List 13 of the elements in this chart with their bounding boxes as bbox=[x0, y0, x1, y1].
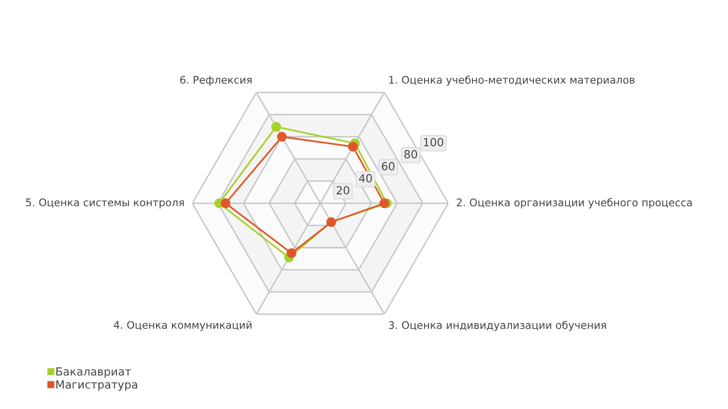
spoke-label: 3. Оценка индивидуализации обучения bbox=[388, 320, 606, 332]
spoke-label: 1. Оценка учебно-методических материалов bbox=[389, 75, 635, 86]
spoke-label: 5. Оценка системы контроля bbox=[26, 198, 184, 208]
y-tick-label: 40 bbox=[359, 174, 372, 182]
y-tick-label: 80 bbox=[404, 150, 418, 158]
y-tick-label: 20 bbox=[336, 186, 350, 194]
spoke-label: 4. Оценка коммуникаций bbox=[114, 320, 252, 331]
legend-label: Бакалавриат bbox=[56, 367, 131, 378]
y-tick-label: 60 bbox=[382, 162, 394, 170]
legend-label: Магистратура bbox=[56, 380, 138, 391]
spoke-label: 6. Рефлексия bbox=[180, 76, 252, 86]
spoke-label: 2. Оценка организации учебного процесса bbox=[456, 198, 692, 208]
y-tick-label: 100 bbox=[424, 138, 444, 146]
